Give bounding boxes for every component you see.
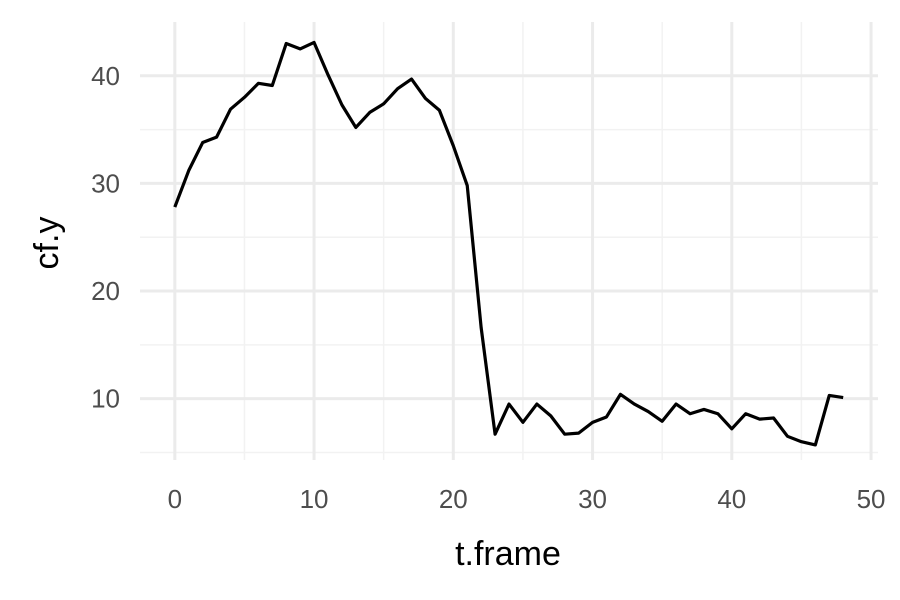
series-layer xyxy=(173,40,844,447)
x-tick-label: 20 xyxy=(439,484,468,514)
x-tick-label: 40 xyxy=(717,484,746,514)
y-tick-label: 40 xyxy=(91,61,120,91)
y-axis-title: cf.y xyxy=(28,217,66,270)
x-tick-label: 30 xyxy=(578,484,607,514)
x-tick-label: 10 xyxy=(300,484,329,514)
x-tick-label: 0 xyxy=(168,484,182,514)
y-axis-tick-labels: 10 20 30 40 xyxy=(91,61,120,414)
x-tick-label: 50 xyxy=(857,484,886,514)
y-tick-label: 20 xyxy=(91,276,120,306)
x-axis-title: t.frame xyxy=(455,535,561,573)
y-tick-label: 30 xyxy=(91,168,120,198)
minor-gridlines xyxy=(140,22,878,460)
major-gridlines xyxy=(140,22,878,460)
series-line xyxy=(173,40,844,447)
y-tick-label: 10 xyxy=(91,384,120,414)
x-axis-tick-labels: 0 10 20 30 40 50 xyxy=(168,484,886,514)
